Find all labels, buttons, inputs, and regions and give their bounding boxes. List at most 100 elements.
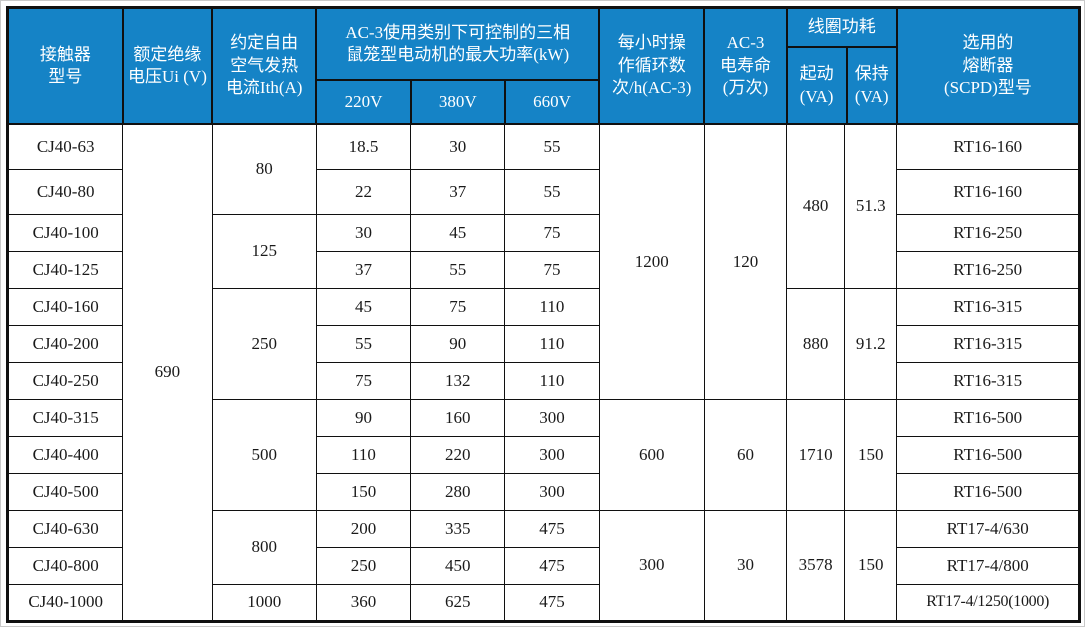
cell-model: CJ40-1000 xyxy=(6,583,124,622)
col-header-coil-start: 起动 (VA) xyxy=(799,64,834,106)
cell-ith: 250 xyxy=(211,287,317,400)
cell-coil-start: 1710 xyxy=(786,398,846,511)
cell-coil-hold: 150 xyxy=(844,509,898,622)
col-header-ac3-max-power-group: AC-3使用类别下可控制的三相 鼠笼型电动机的最大功率(kW) 220V 380… xyxy=(315,6,601,125)
col-header-ac3-electrical-life: AC-3 电寿命 (万次) xyxy=(703,6,788,125)
col-header-660v: 660V xyxy=(503,81,598,123)
col-header-rated-insulation-voltage: 额定绝缘 电压Ui (V) xyxy=(121,6,214,125)
cell-ith: 80 xyxy=(211,123,317,215)
cell-model: CJ40-800 xyxy=(6,546,124,585)
cell-p660: 300 xyxy=(504,472,600,511)
cell-p660: 55 xyxy=(504,168,600,215)
cell-p220: 90 xyxy=(315,398,412,437)
cell-ith: 800 xyxy=(211,509,317,585)
cell-model: CJ40-100 xyxy=(6,213,124,252)
col-header-ops-per-hour: 每小时操 作循环数 次/h(AC-3) xyxy=(598,6,706,125)
cell-p660: 110 xyxy=(504,324,600,363)
cell-model: CJ40-63 xyxy=(6,123,124,170)
cell-p220: 110 xyxy=(315,435,412,474)
cell-fuse: RT16-500 xyxy=(896,472,1080,511)
col-header-fuse-scpd: 选用的 熔断器 (SCPD)型号 xyxy=(895,6,1081,125)
table-row: CJ40-400 110 220 300 RT16-500 xyxy=(6,435,1080,474)
cell-p660: 475 xyxy=(504,509,600,548)
table-row: CJ40-100 125 30 45 75 RT16-250 xyxy=(6,213,1080,289)
table-body: CJ40-63 690 80 18.5 30 55 1200 120 480 5… xyxy=(6,123,1080,622)
cell-fuse: RT16-160 xyxy=(896,168,1080,215)
table-row: CJ40-315 500 90 160 300 600 60 1710 150 … xyxy=(6,398,1080,511)
cell-model: CJ40-200 xyxy=(6,324,124,363)
cell-p380: 55 xyxy=(410,250,506,289)
cell-coil-hold: 51.3 xyxy=(844,123,898,289)
cell-fuse: RT16-160 xyxy=(896,123,1080,170)
cell-coil-hold: 150 xyxy=(844,398,898,511)
cell-p380: 90 xyxy=(410,324,506,363)
cell-ith: 500 xyxy=(211,398,317,511)
col-header-380v: 380V xyxy=(409,81,504,123)
cell-fuse: RT16-500 xyxy=(896,398,1080,437)
cell-fuse: RT16-500 xyxy=(896,435,1080,474)
cell-p220: 200 xyxy=(315,509,412,548)
cell-ith: 1000 xyxy=(211,583,317,622)
cell-model: CJ40-500 xyxy=(6,472,124,511)
cell-fuse: RT17-4/630 xyxy=(896,509,1080,548)
cell-ops: 1200 xyxy=(598,123,705,400)
cell-coil-start: 3578 xyxy=(786,509,846,622)
table-row: CJ40-1000 1000 360 625 475 RT17-4/1250(1… xyxy=(6,583,1080,622)
cell-model: CJ40-400 xyxy=(6,435,124,474)
cell-p220: 150 xyxy=(315,472,412,511)
cell-fuse: RT16-250 xyxy=(896,213,1080,252)
cell-coil-hold: 91.2 xyxy=(844,287,898,400)
cell-p380: 220 xyxy=(410,435,506,474)
contactor-spec-table: 接触器 型号 额定绝缘 电压Ui (V) 约定自由 空气发热 电流Ith(A) … xyxy=(6,6,1081,623)
cell-p660: 300 xyxy=(504,435,600,474)
cell-ith: 125 xyxy=(211,213,317,289)
cell-p220: 360 xyxy=(315,583,412,622)
cell-fuse: RT16-315 xyxy=(896,324,1080,363)
table-row: CJ40-80 22 37 55 RT16-160 xyxy=(6,168,1080,215)
cell-p220: 55 xyxy=(315,324,412,363)
cell-p380: 75 xyxy=(410,287,506,326)
cell-fuse: RT16-315 xyxy=(896,361,1080,400)
cell-fuse: RT17-4/800 xyxy=(896,546,1080,585)
cell-ops: 600 xyxy=(598,398,705,511)
cell-p380: 37 xyxy=(410,168,506,215)
cell-p220: 45 xyxy=(315,287,412,326)
cell-p380: 45 xyxy=(410,213,506,252)
table-row: CJ40-200 55 90 110 RT16-315 xyxy=(6,324,1080,363)
cell-p220: 18.5 xyxy=(315,123,412,170)
cell-p380: 280 xyxy=(410,472,506,511)
cell-coil-start: 880 xyxy=(786,287,846,400)
cell-p660: 300 xyxy=(504,398,600,437)
cell-p380: 30 xyxy=(410,123,506,170)
cell-model: CJ40-250 xyxy=(6,361,124,400)
cell-model: CJ40-80 xyxy=(6,168,124,215)
cell-p660: 55 xyxy=(504,123,600,170)
cell-p660: 110 xyxy=(504,287,600,326)
cell-fuse: RT17-4/1250(1000) xyxy=(896,583,1080,622)
cell-ops: 300 xyxy=(598,509,705,622)
cell-p220: 22 xyxy=(315,168,412,215)
col-header-coil-hold: 保持 (VA) xyxy=(845,48,896,123)
cell-model: CJ40-160 xyxy=(6,287,124,326)
cell-coil-start: 480 xyxy=(786,123,846,289)
cell-fuse: RT16-315 xyxy=(896,287,1080,326)
table-row: CJ40-160 250 45 75 110 880 91.2 RT16-315 xyxy=(6,287,1080,400)
cell-life: 120 xyxy=(703,123,788,400)
col-header-contactor-model: 接触器 型号 xyxy=(6,6,124,125)
cell-model: CJ40-315 xyxy=(6,398,124,437)
cell-model: CJ40-125 xyxy=(6,250,124,289)
table-row: CJ40-250 75 132 110 RT16-315 xyxy=(6,361,1080,400)
coil-power-group-label: 线圈功耗 xyxy=(807,17,876,37)
ac3-power-group-label: AC-3使用类别下可控制的三相 鼠笼型电动机的最大功率(kW) xyxy=(345,22,571,64)
cell-model: CJ40-630 xyxy=(6,509,124,548)
cell-p380: 335 xyxy=(410,509,506,548)
cell-p380: 160 xyxy=(410,398,506,437)
cell-p380: 132 xyxy=(410,361,506,400)
cell-p380: 450 xyxy=(410,546,506,585)
table-row: CJ40-630 800 200 335 475 300 30 3578 150… xyxy=(6,509,1080,622)
cell-fuse: RT16-250 xyxy=(896,250,1080,289)
col-header-conventional-thermal-current: 约定自由 空气发热 电流Ith(A) xyxy=(211,6,318,125)
cell-p660: 475 xyxy=(504,546,600,585)
cell-p380: 625 xyxy=(410,583,506,622)
